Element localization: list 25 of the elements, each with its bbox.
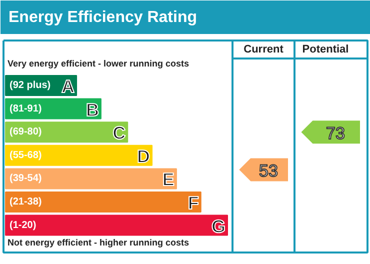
y-tick-label: (92 plus) (10, 80, 51, 91)
bar (5, 192, 202, 212)
annotation: E (162, 170, 174, 190)
text: 53 (259, 162, 278, 181)
text: Not energy efficient - higher running costs (8, 238, 190, 248)
y-tick-label: (21-38) (10, 196, 42, 208)
annotation: D (137, 146, 150, 166)
text: 73 (326, 124, 345, 144)
y-tick-label: (69-80) (10, 126, 42, 138)
chart-title: Energy Efficiency Rating (8, 9, 197, 26)
text: Very energy efficient - lower running costs (8, 58, 190, 68)
bar (5, 168, 177, 190)
y-tick-label: (39-54) (10, 173, 42, 184)
annotation: G (212, 216, 226, 236)
annotation: A (62, 76, 75, 96)
bar (5, 144, 153, 166)
annotation: B (86, 100, 99, 120)
y-tick-label: (1-20) (10, 220, 36, 231)
y-tick-label: (81-91) (10, 103, 42, 114)
text: Current (244, 44, 284, 56)
annotation: C (112, 123, 126, 144)
text: Potential (302, 44, 349, 56)
bar (5, 214, 228, 236)
y-tick-label: (55-68) (10, 150, 42, 161)
annotation: F (188, 193, 199, 213)
